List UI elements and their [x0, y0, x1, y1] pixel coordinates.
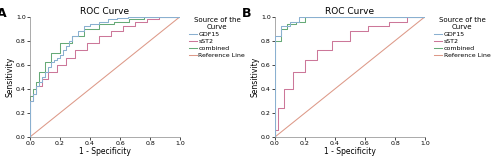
- Title: ROC Curve: ROC Curve: [326, 7, 374, 16]
- X-axis label: 1 - Specificity: 1 - Specificity: [79, 147, 131, 156]
- Y-axis label: Sensitivity: Sensitivity: [6, 57, 15, 97]
- Text: B: B: [242, 7, 252, 20]
- Y-axis label: Sensitivity: Sensitivity: [250, 57, 260, 97]
- X-axis label: 1 - Specificity: 1 - Specificity: [324, 147, 376, 156]
- Title: ROC Curve: ROC Curve: [80, 7, 130, 16]
- Legend: GDF15, sST2, combined, Reference Line: GDF15, sST2, combined, Reference Line: [189, 17, 245, 58]
- Text: A: A: [0, 7, 6, 20]
- Legend: GDF15, sST2, combined, Reference Line: GDF15, sST2, combined, Reference Line: [434, 17, 490, 58]
